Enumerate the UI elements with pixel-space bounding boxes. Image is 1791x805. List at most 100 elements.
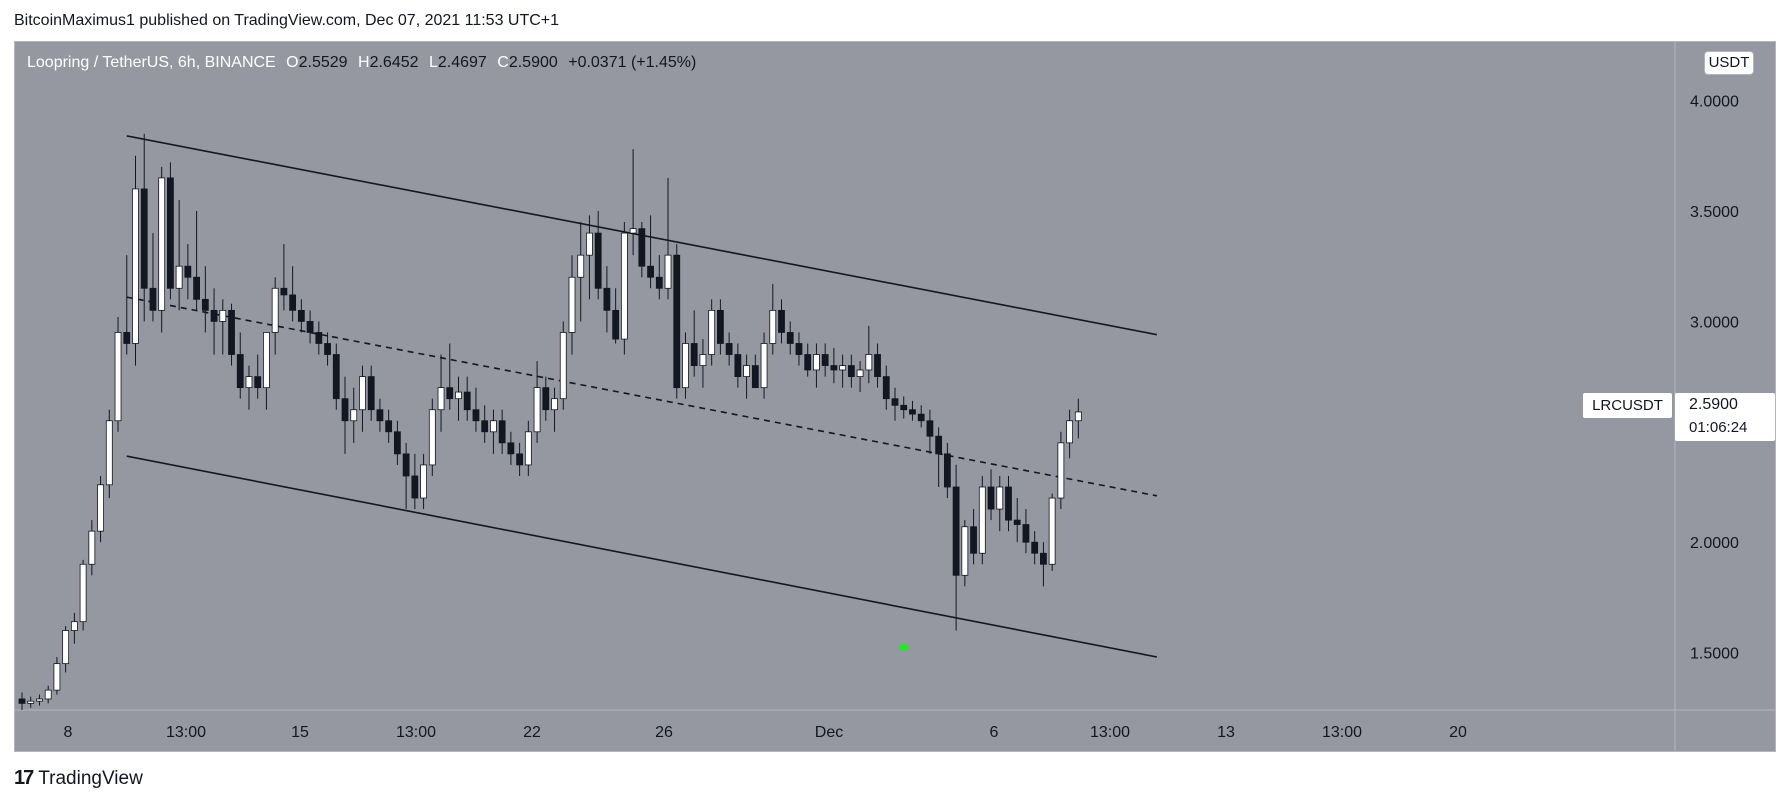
- candle: [210, 288, 218, 355]
- candle: [393, 420, 401, 465]
- time-tick-label: 13:00: [1090, 724, 1130, 741]
- candle: [62, 626, 70, 673]
- candle-body: [18, 698, 26, 704]
- candle: [219, 299, 227, 355]
- candle: [786, 321, 794, 355]
- candle-body: [254, 376, 262, 389]
- channel-midline: [126, 296, 1158, 497]
- candle-body: [943, 453, 951, 488]
- candle-body: [882, 376, 890, 400]
- candle-body: [114, 332, 122, 422]
- high-key: H: [358, 54, 370, 71]
- candle-body: [376, 409, 384, 422]
- candle: [341, 376, 349, 454]
- candle-body: [62, 630, 70, 665]
- candle-body: [36, 698, 43, 702]
- candle: [673, 244, 681, 399]
- candle: [263, 332, 270, 410]
- candle-body: [568, 276, 576, 333]
- candle-body: [1048, 497, 1056, 565]
- candle-body: [900, 404, 908, 411]
- candle: [970, 509, 977, 565]
- candle: [1013, 498, 1021, 543]
- price-tick-label: 1.5000: [1690, 646, 1739, 663]
- candle-body: [472, 409, 480, 422]
- candle: [516, 442, 524, 476]
- candle: [821, 343, 829, 377]
- candle-body: [446, 387, 454, 400]
- candle: [734, 343, 742, 388]
- candle-body: [1057, 442, 1065, 499]
- candle-body: [769, 309, 777, 344]
- candle-body: [245, 376, 253, 389]
- candle: [987, 469, 995, 521]
- close-key: C: [497, 54, 509, 71]
- candle-body: [332, 354, 340, 400]
- candle-body: [280, 287, 288, 296]
- candle: [184, 244, 192, 300]
- candle-body: [455, 391, 462, 400]
- candle: [891, 387, 899, 421]
- channel-lower-line: [126, 455, 1158, 658]
- candle-body: [935, 435, 943, 455]
- candle-body: [804, 354, 812, 371]
- last-price-value: 2.5900: [1689, 396, 1738, 413]
- candle-body: [463, 391, 471, 411]
- candle-body: [402, 453, 410, 477]
- candle-body: [516, 453, 524, 466]
- price-tick-label: 3.5000: [1690, 204, 1739, 221]
- candle: [297, 299, 305, 333]
- candle-body: [594, 232, 602, 289]
- candle: [943, 442, 951, 499]
- candle: [105, 409, 113, 499]
- candle: [236, 332, 244, 399]
- candle-body: [647, 265, 654, 278]
- price-tick-label: 4.0000: [1690, 94, 1739, 111]
- candle: [1005, 475, 1012, 532]
- candle-body: [27, 700, 35, 704]
- candle-body: [620, 232, 628, 340]
- candle-body: [105, 420, 113, 486]
- candle: [507, 431, 515, 465]
- candle: [542, 376, 550, 421]
- candle-body: [359, 376, 366, 411]
- candle: [463, 376, 471, 421]
- candle: [167, 162, 174, 300]
- tick-labels-layer: 4.0000 3.5000 3.0000 2.0000 1.5000 8 13:00 15 13…: [64, 94, 1739, 741]
- candle: [524, 420, 532, 476]
- candle-body: [393, 431, 401, 455]
- candle-body: [1022, 524, 1030, 543]
- candle-body: [612, 309, 620, 340]
- candle-body: [996, 486, 1004, 510]
- price-tick-label: 3.0000: [1690, 314, 1739, 331]
- candle-body: [97, 484, 104, 532]
- candle: [350, 387, 358, 443]
- candle: [690, 310, 698, 377]
- candle-body: [559, 332, 567, 400]
- candle-body: [708, 309, 716, 355]
- candle-body: [909, 409, 916, 415]
- candle-body: [673, 254, 681, 389]
- candle-body: [638, 228, 646, 267]
- candle-body: [961, 526, 969, 576]
- candle-body: [149, 287, 157, 311]
- change-value: +0.0371 (+1.45%): [568, 54, 697, 71]
- currency-button[interactable]: USDT: [1704, 51, 1754, 75]
- candle: [376, 398, 384, 432]
- candle: [682, 332, 689, 399]
- candle-body: [481, 420, 489, 433]
- candle-body: [341, 398, 349, 422]
- candle-body: [490, 420, 497, 433]
- candle: [289, 266, 297, 322]
- candle-body: [44, 689, 52, 700]
- candle-body: [306, 321, 314, 333]
- candle: [699, 339, 707, 388]
- candle-body: [926, 420, 934, 437]
- candle-body: [778, 309, 785, 333]
- tradingview-logo[interactable]: 17 TradingView: [14, 767, 143, 790]
- arrow-up-icon: [897, 641, 910, 650]
- candle: [1074, 398, 1082, 439]
- candle: [140, 133, 148, 322]
- candle: [97, 475, 104, 543]
